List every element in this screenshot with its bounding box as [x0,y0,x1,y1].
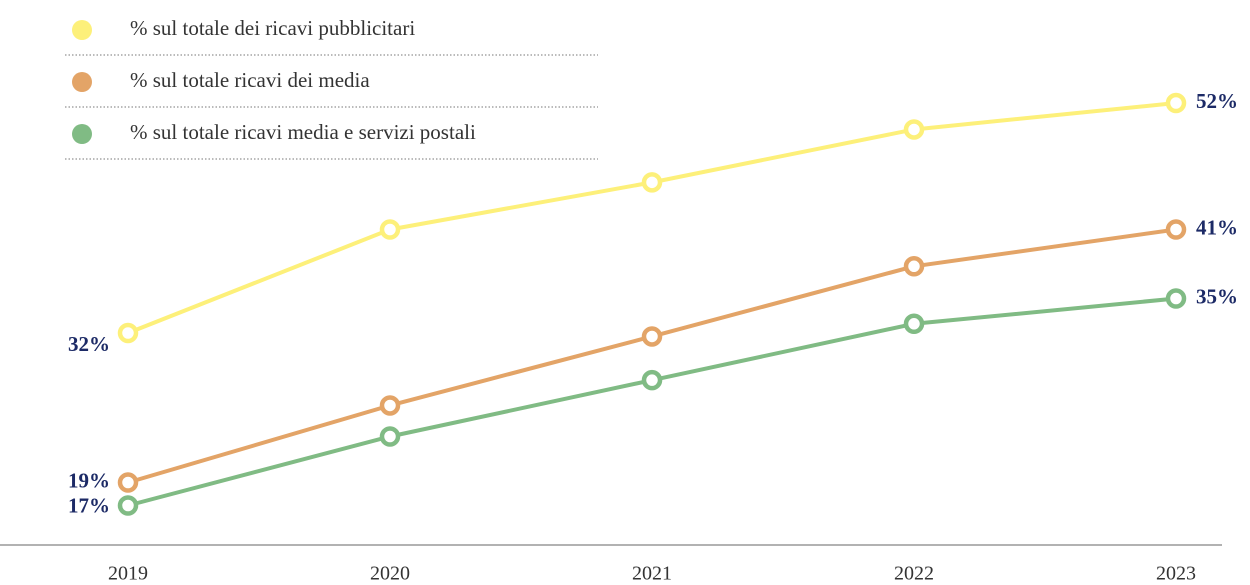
value-label: 17% [68,493,110,517]
point-marker [641,172,663,193]
point-marker [903,313,925,335]
legend-swatch [72,72,92,92]
series-line [127,227,1177,485]
legend-label: % sul totale dei ricavi pubblicitari [130,16,415,40]
x-tick-label: 2023 [1156,563,1196,585]
point-marker [1165,219,1187,240]
value-label: 19% [68,468,110,492]
x-tick-label: 2022 [894,563,934,585]
x-tick-label: 2019 [108,563,148,585]
point-marker [641,369,663,391]
point-marker [1165,288,1187,309]
point-marker [379,219,401,240]
point-marker [903,119,925,140]
point-marker [117,322,139,344]
x-tick-label: 2020 [370,563,410,585]
point-marker [903,256,925,277]
legend-swatch [72,20,92,40]
legend-label: % sul totale ricavi media e servizi post… [130,120,476,144]
point-marker [379,426,401,447]
value-label: 32% [68,332,110,356]
point-marker [641,326,663,347]
point-marker [1165,92,1187,114]
value-label: 35% [1196,284,1238,308]
x-tick-label: 2021 [632,563,672,585]
value-label: 41% [1196,215,1238,239]
legend-label: % sul totale ricavi dei media [130,68,370,92]
point-marker [117,495,139,516]
point-marker [117,472,139,493]
point-marker [379,395,401,416]
value-label: 52% [1196,89,1238,113]
legend-swatch [72,124,92,144]
